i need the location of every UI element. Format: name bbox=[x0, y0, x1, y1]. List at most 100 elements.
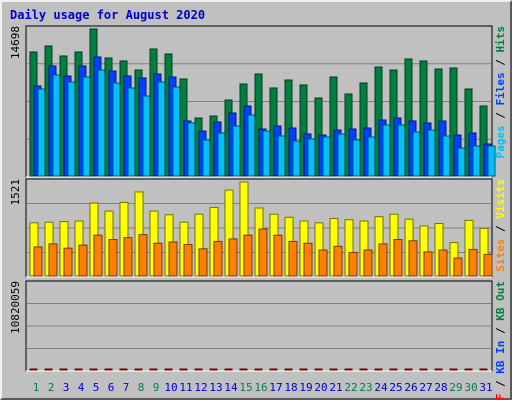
x-tick-label: 21 bbox=[329, 381, 342, 394]
bar-kbytes-day-14 bbox=[224, 368, 233, 371]
bar-sites-day-15 bbox=[243, 234, 253, 277]
bar-sites-day-1 bbox=[33, 246, 43, 277]
bar-sites-day-17 bbox=[273, 234, 283, 277]
bar-pages-day-12 bbox=[202, 139, 211, 177]
bar-pages-day-4 bbox=[82, 76, 91, 177]
x-tick-label: 28 bbox=[434, 381, 447, 394]
bar-kbytes-day-13 bbox=[209, 368, 218, 371]
bar-kbytes-day-17 bbox=[269, 368, 278, 371]
bar-kbytes-day-1 bbox=[29, 368, 38, 371]
legend-entry: Sites bbox=[494, 239, 507, 272]
bar-pages-day-5 bbox=[97, 69, 106, 177]
legend-entry: / bbox=[494, 53, 507, 73]
bar-pages-day-1 bbox=[37, 88, 46, 177]
bar-kbytes-day-25 bbox=[389, 368, 398, 371]
x-tick-label: 3 bbox=[63, 381, 70, 394]
bar-kbytes-day-20 bbox=[314, 368, 323, 371]
legend-panel-2: KB F / KB In / KB Out bbox=[494, 281, 507, 400]
bar-pages-day-3 bbox=[67, 81, 76, 177]
bar-pages-day-21 bbox=[337, 133, 346, 177]
x-tick-label: 11 bbox=[179, 381, 192, 394]
bar-kbytes-day-19 bbox=[299, 368, 308, 371]
bar-sites-day-25 bbox=[393, 239, 403, 277]
x-tick-label: 2 bbox=[48, 381, 55, 394]
legend-entry: KB Out bbox=[494, 281, 507, 321]
bar-kbytes-day-27 bbox=[419, 368, 428, 371]
x-tick-label: 17 bbox=[269, 381, 282, 394]
bar-sites-day-4 bbox=[78, 244, 88, 277]
legend-entry: / bbox=[494, 321, 507, 341]
legend-entry: Pages bbox=[494, 125, 507, 158]
x-tick-label: 23 bbox=[359, 381, 372, 394]
panel-hits-files-pages: 14698 bbox=[9, 25, 496, 178]
bar-pages-day-25 bbox=[397, 124, 406, 177]
bar-pages-day-19 bbox=[307, 138, 316, 177]
bar-sites-day-7 bbox=[123, 237, 133, 277]
bar-pages-day-18 bbox=[292, 140, 301, 177]
bar-sites-day-29 bbox=[453, 257, 463, 277]
bar-kbytes-day-24 bbox=[374, 368, 383, 371]
panel-visits-sites: 1521 bbox=[9, 178, 493, 278]
bar-sites-day-31 bbox=[483, 253, 493, 277]
bar-kbytes-day-8 bbox=[134, 368, 143, 371]
x-tick-label: 9 bbox=[153, 381, 160, 394]
bar-pages-day-13 bbox=[217, 132, 226, 177]
x-tick-label: 25 bbox=[389, 381, 402, 394]
bar-sites-day-18 bbox=[288, 240, 298, 277]
bar-pages-day-27 bbox=[427, 129, 436, 177]
bar-kbytes-day-31 bbox=[479, 368, 488, 371]
bar-pages-day-11 bbox=[187, 122, 196, 177]
bar-kbytes-day-11 bbox=[179, 368, 188, 371]
legend-entry: KB F bbox=[494, 394, 507, 400]
bar-kbytes-day-3 bbox=[59, 368, 68, 371]
bar-sites-day-13 bbox=[213, 240, 223, 277]
x-tick-label: 4 bbox=[78, 381, 85, 394]
bar-kbytes-day-28 bbox=[434, 368, 443, 371]
bar-pages-day-14 bbox=[232, 125, 241, 177]
bar-sites-day-9 bbox=[153, 242, 163, 277]
bar-kbytes-day-29 bbox=[449, 368, 458, 371]
bar-pages-day-10 bbox=[172, 86, 181, 177]
bar-kbytes-day-6 bbox=[104, 368, 113, 371]
x-tick-label: 30 bbox=[464, 381, 477, 394]
x-tick-label: 24 bbox=[374, 381, 388, 394]
bar-sites-day-24 bbox=[378, 243, 388, 277]
bar-kbytes-day-16 bbox=[254, 368, 263, 371]
x-tick-label: 14 bbox=[224, 381, 238, 394]
panel-kbytes: 10820059 bbox=[9, 280, 493, 372]
legend-entry: Hits bbox=[494, 26, 507, 53]
x-tick-label: 29 bbox=[449, 381, 462, 394]
bar-pages-day-24 bbox=[382, 124, 391, 177]
x-tick-label: 5 bbox=[93, 381, 100, 394]
legend-entry: KB In bbox=[494, 341, 507, 374]
y-max-label: 1521 bbox=[9, 179, 22, 206]
bar-sites-day-3 bbox=[63, 247, 73, 277]
bar-sites-day-14 bbox=[228, 238, 238, 277]
x-tick-label: 31 bbox=[479, 381, 492, 394]
x-tick-label: 13 bbox=[209, 381, 222, 394]
legend-entry: / bbox=[494, 374, 507, 394]
x-tick-label: 10 bbox=[164, 381, 177, 394]
bar-sites-day-30 bbox=[468, 248, 478, 277]
bar-pages-day-28 bbox=[442, 135, 451, 177]
chart-title: Daily usage for August 2020 bbox=[10, 8, 205, 22]
bar-kbytes-day-21 bbox=[329, 368, 338, 371]
bar-kbytes-day-30 bbox=[464, 368, 473, 371]
bar-pages-day-16 bbox=[262, 130, 271, 177]
bar-sites-day-22 bbox=[348, 252, 358, 277]
x-tick-label: 26 bbox=[404, 381, 417, 394]
y-max-label: 10820059 bbox=[9, 281, 22, 334]
legend-entry: Visits bbox=[494, 179, 507, 219]
bar-kbytes-day-26 bbox=[404, 368, 413, 371]
bar-sites-day-19 bbox=[303, 242, 313, 277]
bar-kbytes-day-10 bbox=[164, 368, 173, 371]
x-tick-label: 19 bbox=[299, 381, 312, 394]
bar-pages-day-15 bbox=[247, 114, 256, 177]
x-tick-label: 20 bbox=[314, 381, 327, 394]
legend-panel-0: Pages / Files / Hits bbox=[494, 26, 507, 159]
bar-kbytes-day-18 bbox=[284, 368, 293, 371]
bar-kbytes-day-23 bbox=[359, 368, 368, 371]
legend-entry: / bbox=[494, 219, 507, 239]
bar-sites-day-8 bbox=[138, 234, 148, 277]
